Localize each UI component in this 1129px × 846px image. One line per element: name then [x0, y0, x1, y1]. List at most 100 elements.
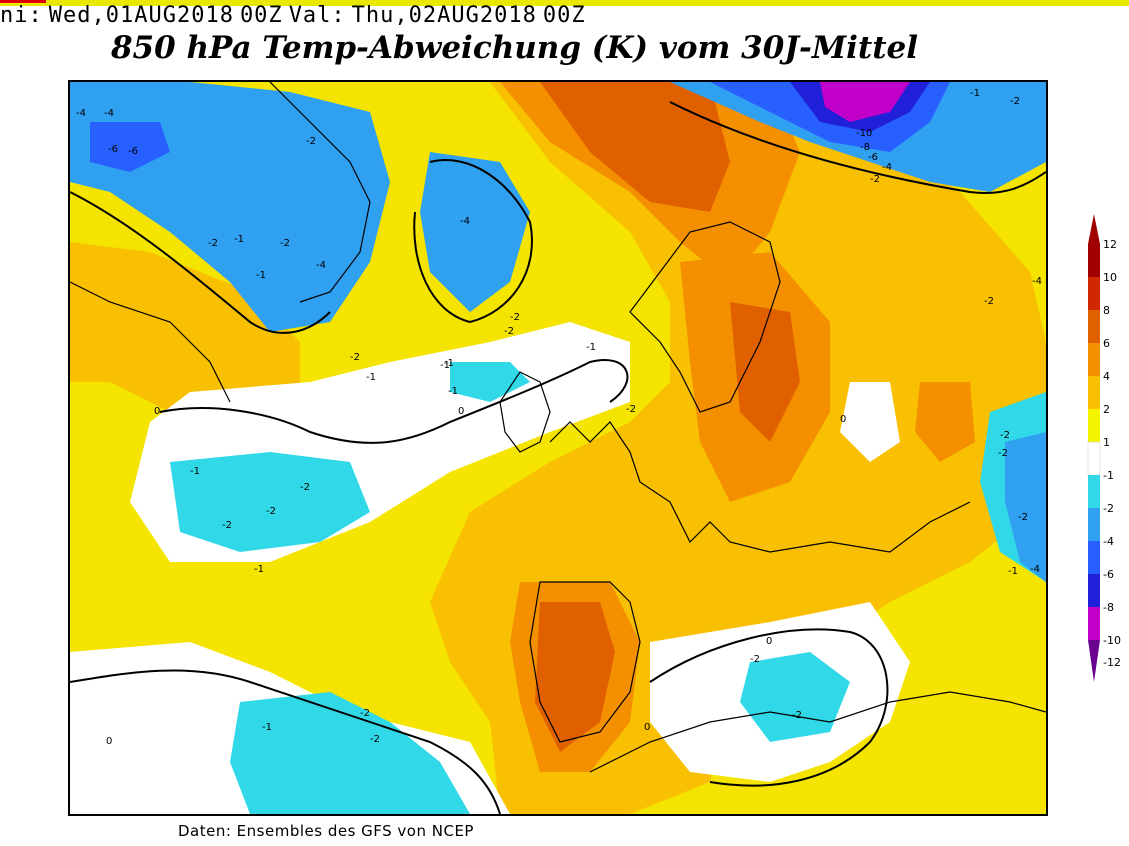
- contour-label: -1: [448, 386, 458, 397]
- contour-label: 0: [766, 636, 772, 647]
- legend-swatch-plus4: [1088, 376, 1100, 409]
- contour-label: -1: [1008, 566, 1018, 577]
- contour-label: -1: [586, 342, 596, 353]
- contour-label: -1: [444, 358, 454, 369]
- legend-swatch-minus8: [1088, 574, 1100, 607]
- contour-label: -4: [1030, 564, 1040, 575]
- contour-labels: -4 -4 -6 -6 -2 -2 -1 -2 -4 -2 -1 -1 -4 -…: [76, 88, 1042, 747]
- top-color-strip: [0, 0, 1129, 6]
- contour-label: -1: [262, 722, 272, 733]
- zero-contour-africa: [649, 628, 889, 787]
- coastline-iberia: [529, 581, 641, 743]
- contour-label: -6: [108, 144, 118, 155]
- legend-label: 4: [1103, 370, 1110, 383]
- contour-label: -1: [254, 564, 264, 575]
- legend-label: 8: [1103, 304, 1110, 317]
- contour-label: -1: [366, 372, 376, 383]
- contour-label: -1: [970, 88, 980, 99]
- coastline-greenland: [269, 82, 371, 303]
- legend-arrow-top: [1088, 214, 1100, 244]
- legend-swatch-plus8: [1088, 310, 1100, 343]
- legend-label: -8: [1103, 601, 1114, 614]
- legend-label: -2: [1103, 502, 1114, 515]
- contour-label: -2: [504, 326, 514, 337]
- anomaly-region-plus8-baltic: [730, 302, 800, 442]
- valid-value: Thu,02AUG2018: [351, 3, 537, 28]
- anomaly-map: -4 -4 -6 -6 -2 -2 -1 -2 -4 -2 -1 -1 -4 -…: [68, 80, 1048, 816]
- anomaly-region-plus6-east: [915, 382, 975, 462]
- contour-label: -2: [510, 312, 520, 323]
- legend-swatch-minus10: [1088, 607, 1100, 640]
- anomaly-region-plus8-north: [540, 82, 730, 212]
- init-hour: 00Z: [239, 3, 283, 28]
- top-red-marker: [0, 0, 46, 3]
- legend-label: -1: [1103, 469, 1114, 482]
- contour-label: -2: [280, 238, 290, 249]
- anomaly-region-minus2-northafrica: [740, 652, 850, 742]
- anomaly-region-minus2-patch: [450, 362, 530, 402]
- contour-label: -4: [104, 108, 114, 119]
- init-label: ni:: [0, 3, 43, 28]
- anomaly-region-minus4-iceland: [420, 152, 530, 312]
- contour-label: -2: [1010, 96, 1020, 107]
- legend-label: -10: [1103, 634, 1121, 647]
- anomaly-region-minus2-atlantic: [170, 452, 370, 552]
- contour-label: -1: [256, 270, 266, 281]
- contour-label: -2: [1018, 512, 1028, 523]
- contour-label: 0: [840, 414, 846, 425]
- legend-swatch-plus2: [1088, 409, 1100, 442]
- anomaly-region-neutral-east: [840, 382, 900, 462]
- coastline-canada: [70, 281, 231, 403]
- contour-label: -2: [1000, 430, 1010, 441]
- coastline-europe: [549, 421, 971, 553]
- contour-label: -2: [360, 708, 370, 719]
- contour-label: -1: [234, 234, 244, 245]
- valid-label: Val:: [288, 3, 346, 28]
- contour-label: 0: [106, 736, 112, 747]
- map-title: 850 hPa Temp-Abweichung (K) vom 30J-Mitt…: [110, 30, 919, 66]
- contour-label: -4: [460, 216, 470, 227]
- legend-label: 6: [1103, 337, 1110, 350]
- legend-swatch-minus2: [1088, 475, 1100, 508]
- contour-label: -2: [306, 136, 316, 147]
- legend-label: -4: [1103, 535, 1114, 548]
- contour-label: -6: [868, 152, 878, 163]
- contour-label: -2: [350, 352, 360, 363]
- legend-label: -6: [1103, 568, 1114, 581]
- contour-label: -10: [856, 128, 872, 139]
- legend-swatch-minus6: [1088, 541, 1100, 574]
- contour-label: -2: [750, 654, 760, 665]
- contour-label: -2: [792, 710, 802, 721]
- coastline-scandinavia: [629, 221, 781, 413]
- legend-arrow-bottom: [1088, 640, 1100, 682]
- contour-label: -2: [266, 506, 276, 517]
- zero-contours: [70, 101, 1046, 814]
- legend-swatch-plus6: [1088, 343, 1100, 376]
- anomaly-region-minus4-eastedge: [1005, 432, 1046, 582]
- zero-contour-atlantic: [159, 359, 629, 444]
- zero-contour-greenland: [70, 191, 331, 334]
- run-info-header: ni: Wed,01AUG2018 00Z Val: Thu,02AUG2018 00Z: [0, 3, 592, 29]
- anomaly-region-minus2-southwest: [230, 692, 470, 814]
- legend-label: 12: [1103, 238, 1117, 251]
- contour-label: -4: [316, 260, 326, 271]
- contour-label: -2: [984, 296, 994, 307]
- anomaly-map-svg: -4 -4 -6 -6 -2 -2 -1 -2 -4 -2 -1 -1 -4 -…: [70, 82, 1046, 814]
- anomaly-region-minus6-greenland: [90, 122, 170, 172]
- zero-contour-iceland: [413, 159, 533, 324]
- contour-label: -1: [190, 466, 200, 477]
- anomaly-region-minus12-arctic: [820, 82, 910, 122]
- contour-label: -2: [626, 404, 636, 415]
- legend-label: 1: [1103, 436, 1110, 449]
- init-value: Wed,01AUG2018: [48, 3, 234, 28]
- legend-swatch-neutral: [1087, 441, 1101, 476]
- color-legend: 12 10 8 6 4 2 1 -1 -2 -4 -6 -8 -10 -12: [1086, 214, 1126, 684]
- coastline-africa: [589, 691, 1046, 773]
- legend-swatch-minus4: [1088, 508, 1100, 541]
- contour-label: -2: [300, 482, 310, 493]
- zero-contour-south: [70, 669, 501, 814]
- legend-label: 10: [1103, 271, 1117, 284]
- legend-swatch-plus12: [1088, 244, 1100, 277]
- contour-label: -2: [208, 238, 218, 249]
- legend-label: -12: [1103, 656, 1121, 669]
